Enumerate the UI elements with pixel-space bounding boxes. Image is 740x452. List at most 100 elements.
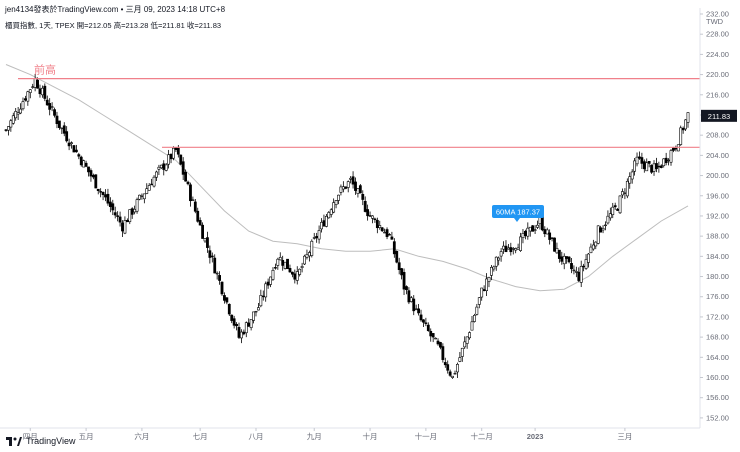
- candle-body: [397, 262, 401, 270]
- candle-body: [664, 157, 668, 164]
- candle: [616, 208, 620, 211]
- candle: [557, 249, 561, 263]
- candle-body: [616, 208, 620, 211]
- candle-body: [332, 202, 336, 213]
- candle: [16, 106, 20, 120]
- candle-body: [463, 341, 467, 348]
- candle-body: [201, 224, 204, 239]
- candle-body: [591, 244, 595, 250]
- candle-body: [606, 215, 610, 224]
- price-tick-label: 184.00: [706, 252, 729, 261]
- tradingview-logo-icon: [6, 436, 22, 446]
- candle: [470, 315, 474, 331]
- candle: [249, 319, 253, 331]
- candle-body: [419, 314, 423, 321]
- candle: [235, 322, 238, 331]
- candle-body: [4, 129, 8, 131]
- candle: [528, 226, 532, 237]
- price-tick-label: 176.00: [706, 292, 729, 301]
- candle: [392, 238, 396, 258]
- candle: [152, 175, 156, 188]
- candle: [99, 188, 103, 198]
- candle-body: [150, 183, 154, 186]
- candle-body: [128, 209, 132, 223]
- candle: [286, 258, 289, 270]
- candle-body: [477, 297, 481, 305]
- candle: [596, 225, 600, 245]
- time-tick-label: 六月: [134, 431, 149, 441]
- candle-body: [303, 255, 306, 265]
- candle: [312, 232, 316, 240]
- candle: [536, 220, 539, 229]
- price-tick-label: 208.00: [706, 131, 729, 140]
- candle: [111, 199, 115, 216]
- candle-body: [363, 200, 367, 212]
- candle: [587, 252, 590, 268]
- candle: [383, 228, 387, 234]
- tradingview-brand[interactable]: TradingView: [6, 436, 76, 446]
- candle: [159, 164, 163, 170]
- candle-body: [79, 156, 83, 166]
- candle-body: [62, 125, 66, 134]
- candle-body: [490, 267, 493, 276]
- candle: [453, 370, 457, 375]
- candle: [349, 176, 353, 184]
- candle-body: [164, 164, 168, 171]
- candle: [28, 89, 32, 99]
- candle-body: [346, 181, 350, 188]
- candle-body: [249, 319, 253, 328]
- candle-body: [531, 225, 535, 232]
- candle-body: [247, 322, 251, 327]
- candle: [77, 152, 81, 160]
- candle-body: [511, 248, 515, 250]
- candle: [48, 98, 52, 116]
- candle: [667, 158, 670, 166]
- candle: [628, 172, 632, 189]
- candle: [358, 184, 362, 194]
- candle-body: [108, 201, 112, 207]
- candle: [317, 225, 321, 244]
- candle: [417, 303, 420, 316]
- candle-body: [642, 161, 646, 170]
- candle: [621, 188, 624, 199]
- candle: [397, 257, 401, 275]
- candle-body: [218, 275, 221, 281]
- candle: [630, 169, 634, 184]
- candle: [334, 199, 338, 209]
- candle-body: [84, 162, 88, 167]
- candle: [570, 258, 573, 274]
- candle: [60, 127, 64, 135]
- currency-label: TWD: [706, 17, 724, 26]
- candle: [327, 210, 331, 219]
- candle: [181, 157, 185, 180]
- candle-body: [276, 258, 280, 266]
- price-tick-label: 204.00: [706, 151, 729, 160]
- candle: [409, 295, 413, 303]
- candle: [79, 155, 83, 167]
- candle: [594, 241, 598, 250]
- candle-body: [506, 247, 510, 250]
- candle-body: [227, 303, 231, 315]
- candle-body: [388, 234, 391, 236]
- candle: [604, 221, 607, 231]
- candle-body: [519, 236, 522, 251]
- candle: [611, 202, 615, 219]
- candle: [198, 217, 202, 226]
- candle-body: [456, 364, 459, 373]
- time-tick-label: 三月: [617, 432, 632, 441]
- candle: [363, 196, 367, 213]
- candle-body: [252, 311, 255, 321]
- candle: [244, 321, 248, 338]
- candle: [196, 207, 200, 223]
- candle-body: [640, 157, 644, 164]
- candle: [555, 242, 559, 254]
- candle: [601, 225, 605, 234]
- candle: [125, 218, 129, 223]
- candle: [400, 267, 404, 280]
- candle-body: [528, 226, 532, 232]
- candle-body: [662, 158, 666, 167]
- candle-body: [402, 272, 406, 290]
- candle-body: [290, 271, 294, 275]
- candle-body: [633, 160, 637, 172]
